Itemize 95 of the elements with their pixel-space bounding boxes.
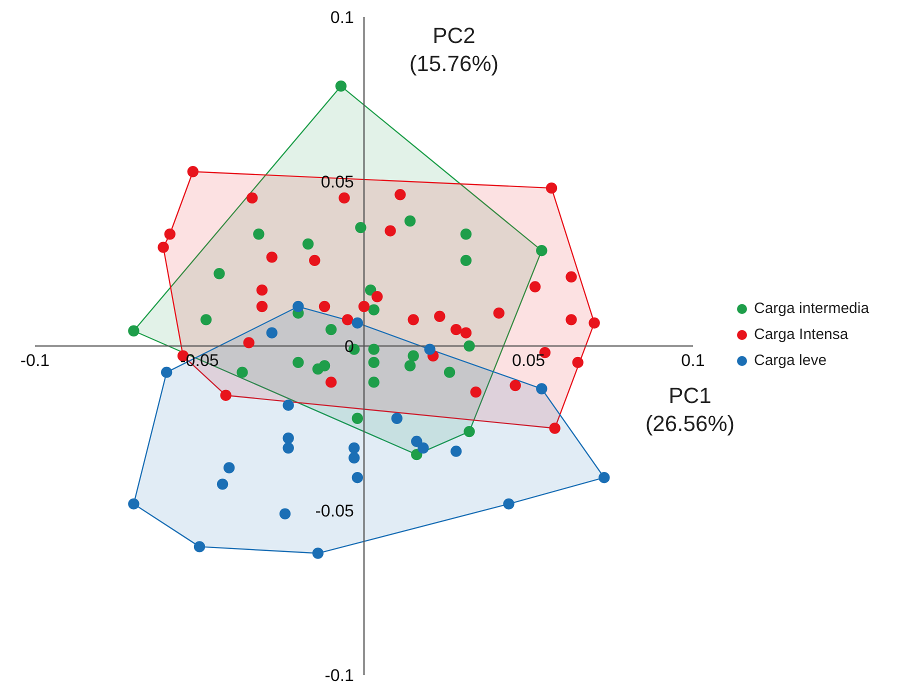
point — [352, 317, 364, 329]
point — [318, 300, 330, 312]
point — [368, 344, 380, 355]
y-tick-label: -0.1 — [324, 666, 354, 684]
point — [368, 356, 380, 368]
point — [236, 366, 248, 378]
legend-label: Carga Intensa — [754, 325, 848, 345]
point — [318, 360, 330, 372]
point — [309, 254, 320, 266]
point — [302, 238, 314, 250]
point — [194, 541, 206, 552]
point — [536, 244, 548, 256]
point — [572, 356, 584, 368]
y-tick-label: -0.05 — [315, 502, 354, 520]
point — [391, 412, 402, 424]
point — [348, 442, 360, 454]
point — [224, 462, 235, 474]
point — [408, 350, 419, 362]
point — [566, 314, 577, 326]
point — [352, 412, 364, 424]
point — [216, 478, 228, 490]
point — [368, 376, 380, 388]
point — [470, 386, 482, 398]
point — [292, 356, 304, 368]
point — [266, 252, 278, 263]
point — [394, 189, 406, 200]
point — [566, 271, 577, 283]
x-tick-label: 0.05 — [512, 351, 546, 370]
point — [464, 340, 475, 352]
point — [384, 225, 396, 236]
point — [352, 472, 364, 484]
point — [282, 432, 294, 444]
point — [510, 380, 521, 392]
point — [220, 390, 232, 401]
point — [460, 327, 472, 338]
point — [279, 508, 291, 520]
legend-label: Carga intermedia — [754, 299, 870, 319]
point — [128, 498, 140, 510]
point — [460, 254, 472, 266]
point — [404, 360, 416, 372]
point — [444, 366, 456, 378]
x-axis-title: PC1 (26.56%) — [644, 382, 736, 438]
point — [493, 308, 504, 319]
point — [158, 242, 169, 253]
y-tick-label: 0.05 — [320, 172, 354, 192]
point — [161, 366, 172, 378]
point — [450, 446, 462, 457]
point — [338, 192, 350, 204]
point — [536, 383, 548, 394]
point — [355, 222, 366, 234]
x-tick-label: 0.1 — [681, 351, 705, 370]
point — [424, 344, 436, 355]
point — [187, 166, 199, 178]
point — [368, 304, 380, 316]
point — [408, 314, 419, 326]
point — [256, 284, 268, 296]
point — [335, 80, 347, 92]
point — [529, 281, 541, 292]
point — [326, 324, 337, 336]
point — [243, 337, 254, 348]
point — [253, 228, 264, 240]
point — [411, 448, 422, 460]
point — [256, 300, 268, 312]
point — [164, 228, 176, 240]
point — [348, 452, 360, 464]
point — [418, 442, 429, 454]
y-axis-title: PC2 (15.76%) — [408, 22, 500, 78]
point — [464, 426, 475, 438]
point — [404, 215, 416, 227]
x-tick-label: -0.1 — [20, 351, 50, 370]
point — [411, 436, 422, 448]
point — [326, 376, 337, 388]
point — [546, 182, 558, 194]
point — [214, 268, 225, 280]
point — [460, 228, 472, 240]
point — [282, 400, 294, 411]
point — [372, 291, 383, 302]
point — [588, 317, 600, 329]
point — [598, 472, 610, 484]
point — [342, 314, 354, 326]
point — [364, 284, 376, 296]
point — [450, 324, 462, 336]
point — [434, 310, 446, 322]
point — [128, 325, 140, 336]
point — [200, 314, 212, 326]
point — [503, 498, 514, 510]
legend-label: Carga leve — [754, 351, 827, 371]
point — [358, 300, 370, 312]
point — [282, 442, 294, 454]
y-tick-label: 0.1 — [330, 8, 354, 27]
point — [312, 548, 324, 559]
point — [266, 327, 278, 338]
point — [246, 192, 258, 204]
point — [549, 422, 560, 434]
point — [292, 300, 304, 312]
